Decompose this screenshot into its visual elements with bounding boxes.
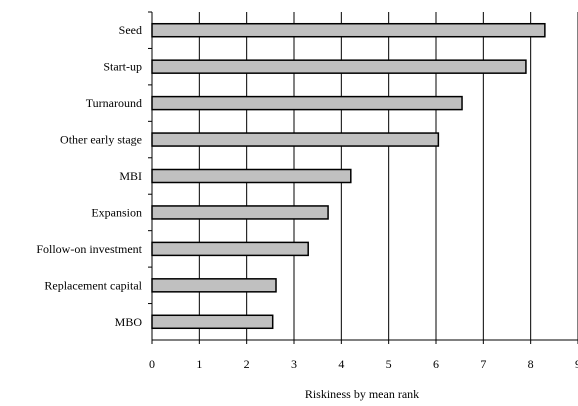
bar-mbi	[151, 168, 352, 184]
x-tick-label-9: 9	[575, 357, 578, 371]
x-tick-label-6: 6	[433, 357, 439, 371]
x-tick-label-2: 2	[244, 357, 250, 371]
bar-mbo	[151, 314, 274, 330]
x-axis-title: Riskiness by mean rank	[305, 387, 419, 401]
x-tick-labels: 0 1 2 3 4 5 6 7 8 9	[149, 340, 578, 371]
category-label: Expansion	[91, 205, 142, 219]
bar-turnaround	[151, 95, 463, 111]
category-label: Replacement capital	[44, 278, 142, 292]
x-tick-label-3: 3	[291, 357, 297, 371]
x-tick-label-8: 8	[528, 357, 534, 371]
bar-replacement-capital	[151, 278, 277, 293]
x-tick-label-4: 4	[338, 357, 344, 371]
bar-follow-on-investment	[151, 241, 309, 257]
category-label: Follow-on investment	[36, 242, 142, 256]
bar-expansion	[151, 205, 329, 220]
category-labels: Seed Start-up Turnaround Other early stage M…	[36, 23, 142, 329]
bar-seed	[151, 22, 546, 38]
bar-other-early-stage	[151, 132, 440, 147]
bar-start-up	[151, 59, 527, 74]
x-tick-label-7: 7	[480, 357, 486, 371]
x-tick-label-0: 0	[149, 357, 155, 371]
category-label: Start-up	[103, 60, 142, 74]
category-label: Turnaround	[86, 96, 142, 110]
category-label: MBO	[115, 315, 143, 329]
x-tick-label-1: 1	[196, 357, 202, 371]
bars	[148, 11, 546, 330]
category-label: Seed	[119, 23, 142, 37]
axes	[151, 12, 578, 341]
category-label: Other early stage	[60, 133, 142, 147]
x-tick-label-5: 5	[386, 357, 392, 371]
category-label: MBI	[119, 169, 142, 183]
